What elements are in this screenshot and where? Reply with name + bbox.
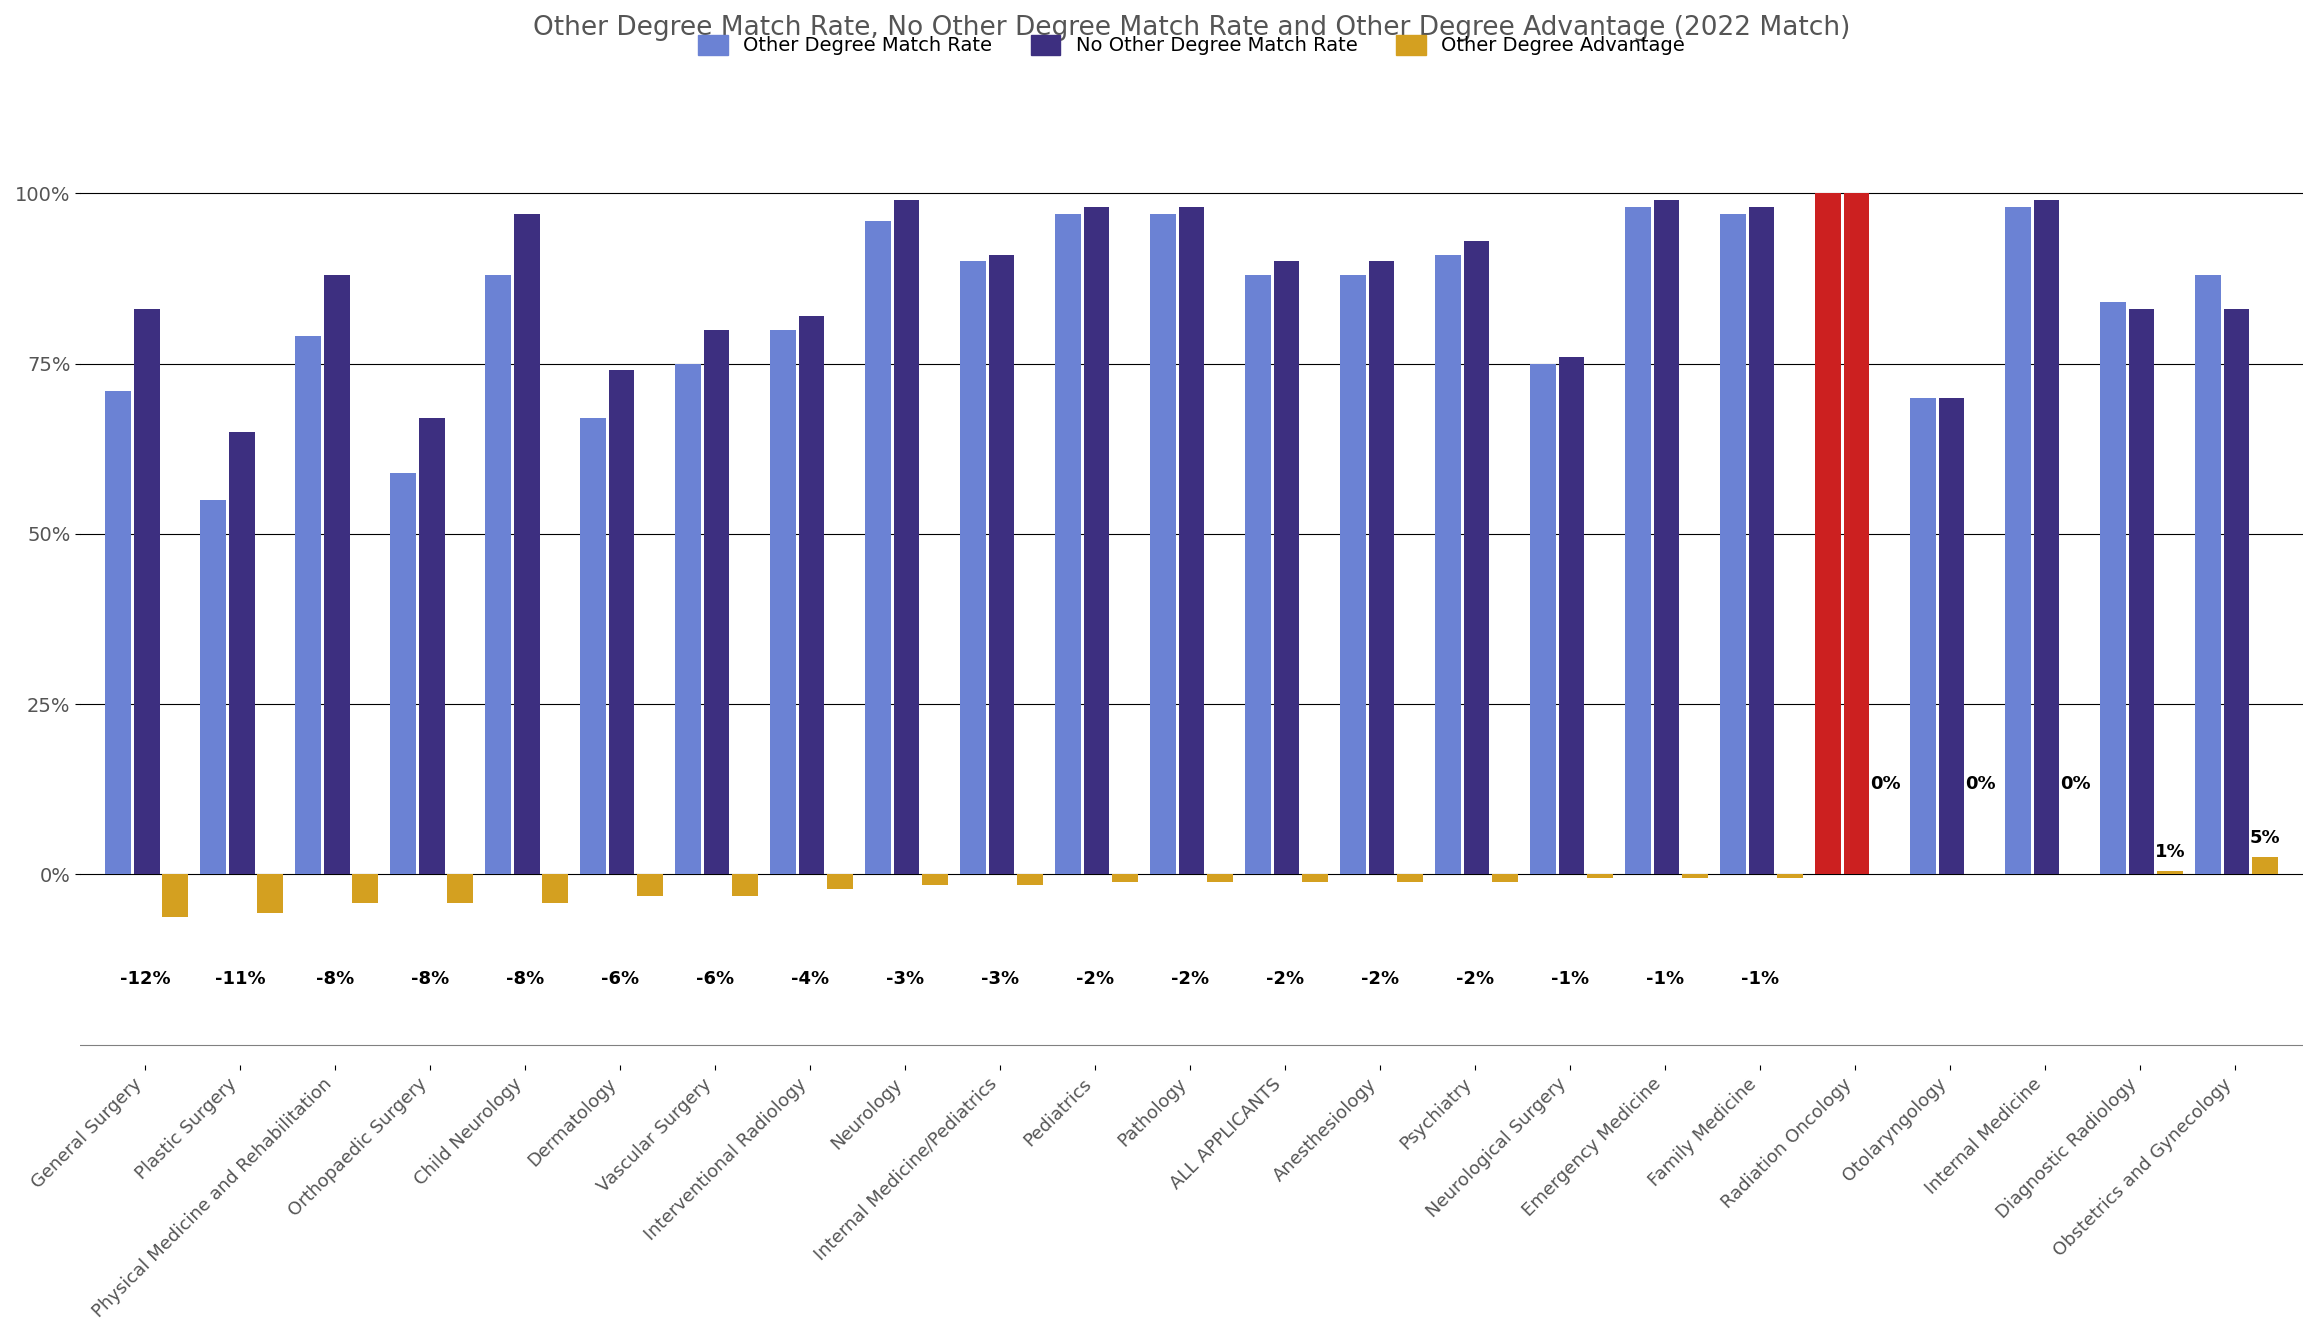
Bar	[1180, 207, 1205, 875]
Bar	[1275, 262, 1300, 875]
Text: -1%: -1%	[1551, 970, 1590, 987]
Bar	[1398, 875, 1423, 882]
Legend: Other Degree Match Rate, No Other Degree Match Rate, Other Degree Advantage: Other Degree Match Rate, No Other Degree…	[691, 27, 1692, 63]
Text: -2%: -2%	[1171, 970, 1210, 987]
Bar	[484, 275, 510, 875]
Title: Other Degree Match Rate, No Other Degree Match Rate and Other Degree Advantage (: Other Degree Match Rate, No Other Degree…	[533, 15, 1850, 41]
Bar	[923, 875, 948, 884]
Bar	[1843, 194, 1868, 875]
Bar	[229, 432, 255, 875]
Bar	[1748, 207, 1773, 875]
Bar	[1778, 875, 1803, 878]
Text: -1%: -1%	[1741, 970, 1780, 987]
Bar	[705, 330, 730, 875]
Text: -8%: -8%	[505, 970, 545, 987]
Text: 1%: 1%	[2156, 843, 2186, 860]
Bar	[1113, 875, 1138, 882]
Bar	[637, 875, 663, 895]
Text: -6%: -6%	[695, 970, 735, 987]
Bar	[1368, 262, 1395, 875]
Bar	[828, 875, 853, 888]
Bar	[1720, 214, 1745, 875]
Bar	[960, 262, 985, 875]
Bar	[2253, 856, 2279, 875]
Bar	[2128, 309, 2153, 875]
Bar	[1493, 875, 1518, 882]
Bar	[294, 337, 320, 875]
Bar	[1558, 357, 1586, 875]
Text: -8%: -8%	[410, 970, 450, 987]
Bar	[865, 220, 890, 875]
Bar	[199, 500, 227, 875]
Text: -6%: -6%	[600, 970, 640, 987]
Bar	[352, 875, 378, 903]
Bar	[1625, 207, 1650, 875]
Text: -1%: -1%	[1646, 970, 1685, 987]
Bar	[1910, 398, 1936, 875]
Bar	[515, 214, 540, 875]
Bar	[389, 473, 415, 875]
Bar	[770, 330, 795, 875]
Bar	[1683, 875, 1708, 878]
Text: 0%: 0%	[1871, 775, 1901, 792]
Text: -2%: -2%	[1266, 970, 1305, 987]
Bar	[2158, 871, 2184, 875]
Bar	[447, 875, 473, 903]
Bar	[580, 418, 605, 875]
Text: -8%: -8%	[315, 970, 355, 987]
Bar	[610, 370, 635, 875]
Bar	[732, 875, 758, 895]
Bar	[675, 363, 700, 875]
Bar	[895, 200, 920, 875]
Text: -2%: -2%	[1361, 970, 1400, 987]
Text: 5%: 5%	[2251, 828, 2281, 847]
Bar	[2100, 302, 2126, 875]
Text: -3%: -3%	[885, 970, 925, 987]
Bar	[1530, 363, 1555, 875]
Bar	[257, 875, 283, 914]
Bar	[104, 391, 132, 875]
Bar	[2033, 200, 2058, 875]
Bar	[2195, 275, 2221, 875]
Bar	[2223, 309, 2248, 875]
Text: 0%: 0%	[2061, 775, 2091, 792]
Bar	[1653, 200, 1678, 875]
Bar	[1055, 214, 1080, 875]
Bar	[325, 275, 350, 875]
Bar	[2005, 207, 2031, 875]
Bar	[990, 255, 1015, 875]
Text: -2%: -2%	[1076, 970, 1115, 987]
Bar	[1435, 255, 1460, 875]
Bar	[1018, 875, 1043, 884]
Text: 0%: 0%	[1966, 775, 1996, 792]
Bar	[800, 317, 825, 875]
Bar	[1303, 875, 1328, 882]
Bar	[1938, 398, 1963, 875]
Text: -3%: -3%	[981, 970, 1020, 987]
Bar	[162, 875, 188, 916]
Bar	[1340, 275, 1365, 875]
Bar	[542, 875, 568, 903]
Text: -2%: -2%	[1456, 970, 1495, 987]
Text: -11%: -11%	[216, 970, 267, 987]
Text: -12%: -12%	[121, 970, 172, 987]
Bar	[1463, 240, 1490, 875]
Bar	[1588, 875, 1613, 878]
Bar	[1815, 194, 1840, 875]
Bar	[134, 309, 160, 875]
Bar	[1150, 214, 1175, 875]
Bar	[1245, 275, 1270, 875]
Bar	[1085, 207, 1110, 875]
Bar	[420, 418, 445, 875]
Bar	[1208, 875, 1233, 882]
Text: -4%: -4%	[790, 970, 830, 987]
